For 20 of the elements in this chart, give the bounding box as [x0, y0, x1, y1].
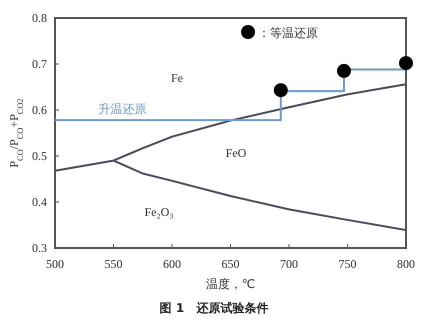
- caption: 图 1 还原试验条件: [160, 301, 268, 315]
- x-tick-label: 550: [104, 257, 122, 271]
- y-tick-label: 0.4: [32, 195, 47, 209]
- y-tick-label: 0.7: [32, 57, 47, 71]
- annotation: FeO: [226, 146, 247, 160]
- x-tick-label: 700: [280, 257, 298, 271]
- y-tick-label: 0.8: [32, 11, 47, 25]
- legend-label: ：等温还原: [258, 26, 318, 40]
- x-tick-label: 800: [397, 257, 415, 271]
- x-tick-label: 750: [338, 257, 356, 271]
- y-tick-label: 0.5: [32, 149, 47, 163]
- series-label: 升温还原: [98, 102, 147, 116]
- annotation: Fe: [171, 71, 183, 85]
- x-tick-label: 650: [222, 257, 240, 271]
- x-tick-label: 500: [46, 257, 64, 271]
- annotation: Fe₂O₃: [144, 205, 174, 219]
- x-axis-title: 温度，℃: [206, 277, 256, 291]
- x-tick-label: 600: [163, 257, 181, 271]
- y-tick-label: 0.3: [32, 241, 47, 255]
- y-tick-label: 0.6: [32, 103, 47, 117]
